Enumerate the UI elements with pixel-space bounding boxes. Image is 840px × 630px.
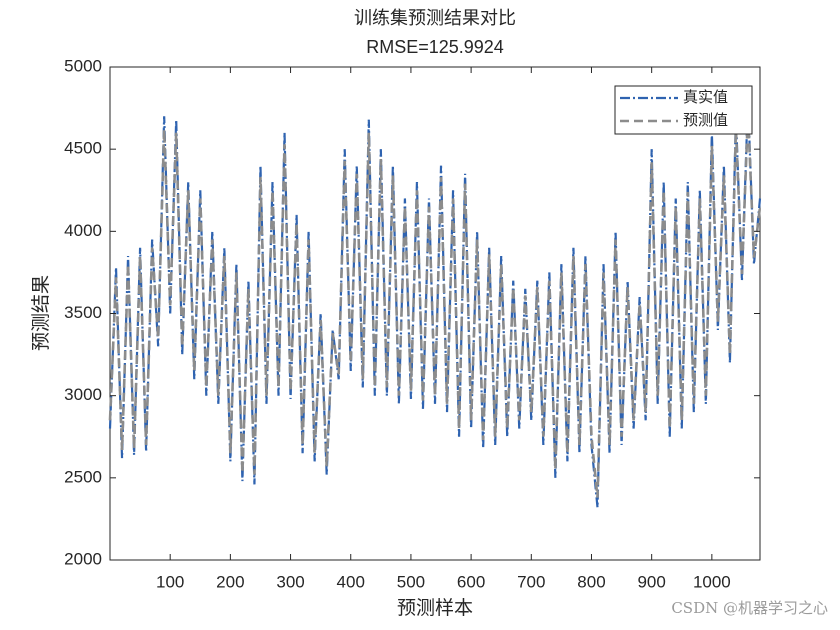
x-tick-label: 600 xyxy=(457,572,485,591)
x-tick-label: 1000 xyxy=(693,572,731,591)
legend-label: 真实值 xyxy=(683,88,728,106)
y-tick-label: 3500 xyxy=(64,303,102,322)
series-line xyxy=(108,99,762,508)
y-tick-label: 2500 xyxy=(64,467,102,486)
y-tick-label: 4500 xyxy=(64,139,102,158)
x-tick-label: 500 xyxy=(397,572,425,591)
x-tick-label: 900 xyxy=(637,572,665,591)
x-tick-label: 300 xyxy=(276,572,304,591)
y-tick-label: 4000 xyxy=(64,221,102,240)
x-tick-label: 200 xyxy=(216,572,244,591)
plot-area xyxy=(109,66,761,561)
series-layer xyxy=(108,99,762,508)
chart-title: 训练集预测结果对比 xyxy=(354,8,516,29)
legend-label: 预测值 xyxy=(683,111,728,129)
x-axis-label: 预测样本 xyxy=(397,597,473,619)
x-tick-label: 800 xyxy=(577,572,605,591)
x-tick-label: 700 xyxy=(517,572,545,591)
y-tick-label: 2000 xyxy=(64,549,102,568)
y-tick-label: 5000 xyxy=(64,56,102,75)
y-tick-label: 3000 xyxy=(64,385,102,404)
watermark: CSDN @机器学习之心 xyxy=(671,599,828,617)
legend-box xyxy=(614,85,753,135)
x-tick-label: 400 xyxy=(337,572,365,591)
series-line xyxy=(108,112,762,498)
chart-subtitle: RMSE=125.9924 xyxy=(366,37,504,57)
x-tick-label: 100 xyxy=(156,572,184,591)
y-axis-label: 预测结果 xyxy=(30,275,52,351)
